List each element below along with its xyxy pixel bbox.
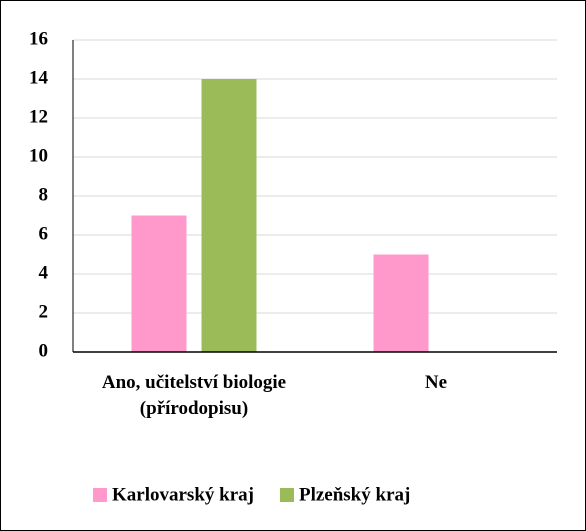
legend-label: Karlovarský kraj xyxy=(112,484,254,505)
bar xyxy=(373,254,429,352)
x-tick-label: Ano, učitelství biologie (přírodopisu) xyxy=(101,372,287,419)
bar xyxy=(131,215,187,352)
x-tick-label: Ne xyxy=(424,372,448,393)
y-tick-label: 14 xyxy=(29,67,49,88)
y-tick-label: 2 xyxy=(39,301,49,322)
bar xyxy=(201,79,257,352)
legend-swatch xyxy=(279,488,294,502)
x-tick-label-box: Ano, učitelství biologie (přírodopisu) xyxy=(101,372,287,419)
y-tick-label: 10 xyxy=(29,145,48,166)
y-tick-label: 0 xyxy=(39,340,49,361)
legend-label: Plzeňský kraj xyxy=(299,484,410,505)
y-tick-label: 4 xyxy=(39,262,49,283)
y-tick-label: 6 xyxy=(39,223,49,244)
x-tick-label-box: Ne xyxy=(424,372,448,393)
legend-swatch xyxy=(93,488,107,502)
y-tick-label: 12 xyxy=(29,106,48,127)
y-tick-label: 16 xyxy=(29,28,48,49)
y-tick-label: 8 xyxy=(39,184,49,205)
